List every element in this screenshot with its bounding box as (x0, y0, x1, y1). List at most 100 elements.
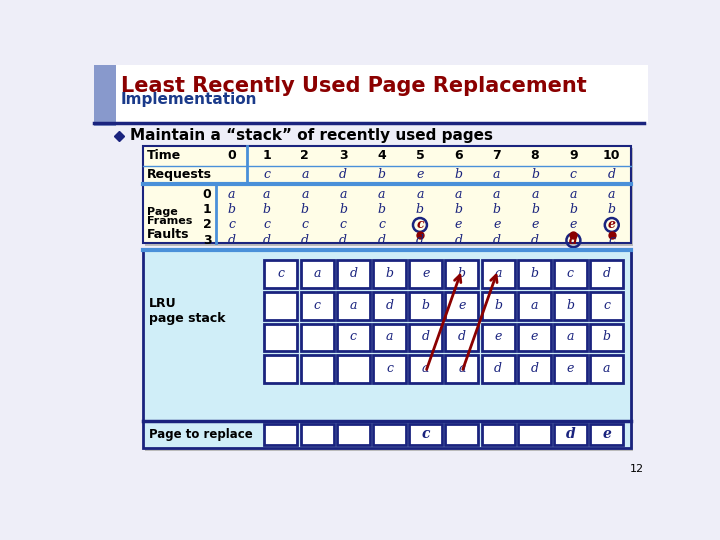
FancyBboxPatch shape (337, 323, 370, 351)
Text: 0: 0 (202, 188, 212, 201)
Text: 10: 10 (603, 149, 621, 162)
Text: a: a (378, 188, 385, 201)
Text: a: a (531, 188, 539, 201)
Text: a: a (416, 188, 423, 201)
FancyBboxPatch shape (446, 423, 478, 445)
FancyBboxPatch shape (518, 355, 551, 383)
Text: e: e (570, 219, 577, 232)
Text: Maintain a “stack” of recently used pages: Maintain a “stack” of recently used page… (130, 128, 493, 143)
FancyBboxPatch shape (145, 148, 634, 246)
Text: 12: 12 (630, 464, 644, 475)
Text: c: c (570, 167, 577, 181)
FancyBboxPatch shape (482, 260, 515, 288)
FancyBboxPatch shape (373, 423, 406, 445)
Text: 9: 9 (569, 149, 577, 162)
Text: 6: 6 (454, 149, 463, 162)
FancyBboxPatch shape (590, 292, 624, 320)
Text: c: c (263, 219, 270, 232)
FancyBboxPatch shape (300, 260, 333, 288)
Text: b: b (494, 299, 502, 312)
FancyBboxPatch shape (409, 323, 442, 351)
Text: b: b (422, 299, 430, 312)
Text: d: d (454, 234, 462, 247)
Text: c: c (228, 219, 235, 232)
Text: b: b (416, 203, 424, 216)
Text: d: d (228, 234, 236, 247)
Text: b: b (377, 167, 386, 181)
Text: 1: 1 (262, 149, 271, 162)
FancyBboxPatch shape (94, 126, 116, 481)
Text: d: d (492, 234, 500, 247)
Text: b: b (339, 203, 347, 216)
Text: b: b (454, 167, 462, 181)
FancyBboxPatch shape (300, 355, 333, 383)
Text: a: a (313, 267, 321, 280)
Text: b: b (567, 299, 575, 312)
Text: e: e (458, 299, 466, 312)
Text: 1: 1 (202, 203, 212, 216)
Text: e: e (416, 167, 423, 181)
Text: LRU: LRU (149, 297, 176, 310)
FancyBboxPatch shape (373, 355, 406, 383)
FancyBboxPatch shape (143, 146, 631, 244)
FancyBboxPatch shape (518, 260, 551, 288)
Text: d: d (531, 234, 539, 247)
FancyBboxPatch shape (590, 423, 624, 445)
Text: Page: Page (147, 207, 177, 217)
FancyBboxPatch shape (446, 355, 478, 383)
Text: a: a (458, 362, 466, 375)
FancyBboxPatch shape (94, 65, 116, 481)
Text: c: c (378, 219, 385, 232)
Text: e: e (493, 219, 500, 232)
Text: Requests: Requests (148, 167, 212, 181)
Text: b: b (603, 330, 611, 343)
FancyBboxPatch shape (264, 260, 297, 288)
Text: b: b (458, 267, 466, 280)
Text: d: d (530, 362, 539, 375)
FancyBboxPatch shape (446, 260, 478, 288)
FancyBboxPatch shape (554, 355, 587, 383)
Text: b: b (228, 203, 236, 216)
Text: b: b (531, 203, 539, 216)
Text: c: c (386, 362, 393, 375)
Text: a: a (228, 188, 235, 201)
FancyBboxPatch shape (300, 292, 333, 320)
FancyBboxPatch shape (143, 249, 631, 448)
FancyBboxPatch shape (590, 260, 624, 288)
Text: d: d (603, 267, 611, 280)
Text: d: d (494, 362, 502, 375)
FancyBboxPatch shape (554, 292, 587, 320)
FancyBboxPatch shape (409, 423, 442, 445)
FancyBboxPatch shape (94, 65, 648, 123)
Text: 5: 5 (415, 149, 424, 162)
FancyBboxPatch shape (590, 355, 624, 383)
Text: a: a (567, 330, 575, 343)
FancyBboxPatch shape (337, 423, 370, 445)
Text: d: d (377, 234, 386, 247)
Text: e: e (495, 330, 502, 343)
FancyBboxPatch shape (409, 260, 442, 288)
FancyBboxPatch shape (337, 260, 370, 288)
Text: a: a (301, 167, 309, 181)
Text: a: a (493, 188, 500, 201)
Text: Implementation: Implementation (121, 92, 258, 107)
Text: d: d (301, 234, 309, 247)
FancyBboxPatch shape (264, 292, 297, 320)
FancyBboxPatch shape (264, 355, 297, 383)
Text: 2: 2 (202, 219, 212, 232)
Text: d: d (566, 427, 575, 441)
Text: a: a (603, 362, 611, 375)
Text: d: d (422, 330, 430, 343)
FancyBboxPatch shape (518, 292, 551, 320)
Text: d: d (339, 234, 347, 247)
FancyBboxPatch shape (446, 292, 478, 320)
FancyBboxPatch shape (482, 323, 515, 351)
Text: b: b (301, 203, 309, 216)
Text: a: a (263, 188, 270, 201)
Text: a: a (301, 188, 309, 201)
Text: 0: 0 (228, 149, 236, 162)
Text: c: c (302, 219, 308, 232)
Text: a: a (349, 299, 357, 312)
Text: c: c (603, 299, 610, 312)
FancyBboxPatch shape (554, 260, 587, 288)
